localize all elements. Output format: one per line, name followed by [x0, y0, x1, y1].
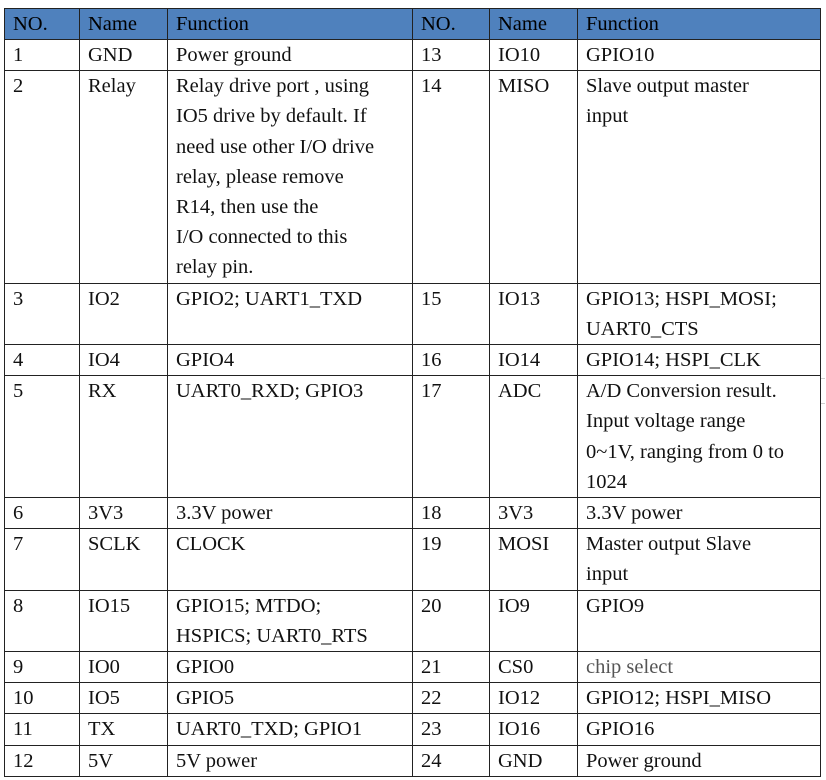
header-no-2: NO. [412, 8, 490, 40]
pin-number: 3 [4, 282, 80, 346]
header-no: NO. [4, 8, 80, 40]
table-row: 12 5V 5V power 24 GND Power ground [4, 744, 821, 777]
pin-number: 1 [4, 38, 80, 72]
header-function: Function [167, 8, 413, 40]
pin-number-2: 21 [412, 651, 490, 684]
pin-function: Relay drive port , using IO5 drive by de… [167, 70, 413, 284]
pin-function: Power ground [167, 38, 413, 72]
pin-function-2: Slave output master input [577, 70, 821, 284]
pin-function-2: GPIO9 [577, 589, 821, 653]
pin-name-2: IO16 [489, 713, 578, 746]
table-row: 4 IO4 GPIO4 16 IO14 GPIO14; HSPI_CLK [4, 344, 821, 377]
pin-function: GPIO2; UART1_TXD [167, 282, 413, 346]
table-row: 9 IO0 GPIO0 21 CS0 chip select [4, 651, 821, 684]
pin-number: 2 [4, 70, 80, 284]
pin-name-2: IO13 [489, 282, 578, 346]
table-body: 1 GND Power ground 13 IO10 GPIO10 2 Rela… [4, 38, 821, 777]
table-row: 8 IO15 GPIO15; MTDO; HSPICS; UART0_RTS 2… [4, 589, 821, 653]
pin-number-2: 13 [412, 38, 490, 72]
pin-number-2: 22 [412, 682, 490, 715]
pin-name: 3V3 [79, 497, 168, 530]
pin-name: TX [79, 713, 168, 746]
pin-function-2: chip select [577, 651, 821, 684]
pin-function-2: GPIO13; HSPI_MOSI; UART0_CTS [577, 282, 821, 346]
pin-number: 4 [4, 344, 80, 377]
pin-number: 5 [4, 375, 80, 499]
edge-artifact-mark [821, 403, 825, 404]
pin-function: GPIO15; MTDO; HSPICS; UART0_RTS [167, 589, 413, 653]
pin-name-2: IO14 [489, 344, 578, 377]
header-function-2: Function [577, 8, 821, 40]
pin-name-2: IO10 [489, 38, 578, 72]
pin-function: 5V power [167, 744, 413, 777]
pin-name: IO0 [79, 651, 168, 684]
table-row: 3 IO2 GPIO2; UART1_TXD 15 IO13 GPIO13; H… [4, 282, 821, 346]
pin-number: 9 [4, 651, 80, 684]
pin-number-2: 15 [412, 282, 490, 346]
pin-number: 8 [4, 589, 80, 653]
table-row: 10 IO5 GPIO5 22 IO12 GPIO12; HSPI_MISO [4, 682, 821, 715]
header-row: NO. Name Function NO. Name Function [4, 8, 821, 40]
pin-number-2: 18 [412, 497, 490, 530]
pin-name: SCLK [79, 528, 168, 591]
pin-name-2: CS0 [489, 651, 578, 684]
pin-name-2: IO9 [489, 589, 578, 653]
pin-function-2: A/D Conversion result. Input voltage ran… [577, 375, 821, 499]
pin-number: 11 [4, 713, 80, 746]
header-name-2: Name [489, 8, 578, 40]
table-row: 11 TX UART0_TXD; GPIO1 23 IO16 GPIO16 [4, 713, 821, 746]
table-row: 6 3V3 3.3V power 18 3V3 3.3V power [4, 497, 821, 530]
table-row: 5 RX UART0_RXD; GPIO3 17 ADC A/D Convers… [4, 375, 821, 499]
pin-number-2: 16 [412, 344, 490, 377]
pin-function: GPIO0 [167, 651, 413, 684]
pin-function-2: Power ground [577, 744, 821, 777]
pin-number-2: 24 [412, 744, 490, 777]
pin-name: RX [79, 375, 168, 499]
pin-number: 7 [4, 528, 80, 591]
table-row: 7 SCLK CLOCK 19 MOSI Master output Slave… [4, 528, 821, 591]
pin-name: 5V [79, 744, 168, 777]
header-name: Name [79, 8, 168, 40]
pin-name-2: ADC [489, 375, 578, 499]
pin-function: GPIO5 [167, 682, 413, 715]
table-row: 1 GND Power ground 13 IO10 GPIO10 [4, 38, 821, 72]
pin-function: 3.3V power [167, 497, 413, 530]
pin-function-2: 3.3V power [577, 497, 821, 530]
pin-name-2: MOSI [489, 528, 578, 591]
pin-function: UART0_RXD; GPIO3 [167, 375, 413, 499]
pin-number-2: 19 [412, 528, 490, 591]
pin-number-2: 14 [412, 70, 490, 284]
pin-function-2: GPIO10 [577, 38, 821, 72]
pin-function: CLOCK [167, 528, 413, 591]
pin-name-2: GND [489, 744, 578, 777]
pin-function: GPIO4 [167, 344, 413, 377]
pin-name-2: 3V3 [489, 497, 578, 530]
table-header: NO. Name Function NO. Name Function [4, 8, 821, 40]
pin-number: 6 [4, 497, 80, 530]
pin-name: GND [79, 38, 168, 72]
pin-number-2: 17 [412, 375, 490, 499]
edge-artifact-mark [821, 378, 825, 379]
table-row: 2 Relay Relay drive port , using IO5 dri… [4, 70, 821, 284]
pin-name-2: MISO [489, 70, 578, 284]
pin-function: UART0_TXD; GPIO1 [167, 713, 413, 746]
pin-name: Relay [79, 70, 168, 284]
pin-function-2: GPIO16 [577, 713, 821, 746]
pin-name: IO4 [79, 344, 168, 377]
pin-name-2: IO12 [489, 682, 578, 715]
pin-number-2: 20 [412, 589, 490, 653]
pin-name: IO5 [79, 682, 168, 715]
pin-definition-table: NO. Name Function NO. Name Function 1 GN… [4, 8, 821, 777]
pin-name: IO15 [79, 589, 168, 653]
pin-name: IO2 [79, 282, 168, 346]
pin-number-2: 23 [412, 713, 490, 746]
pin-function-2: GPIO12; HSPI_MISO [577, 682, 821, 715]
pin-number: 12 [4, 744, 80, 777]
pin-function-2: GPIO14; HSPI_CLK [577, 344, 821, 377]
pin-function-2: Master output Slave input [577, 528, 821, 591]
pin-number: 10 [4, 682, 80, 715]
